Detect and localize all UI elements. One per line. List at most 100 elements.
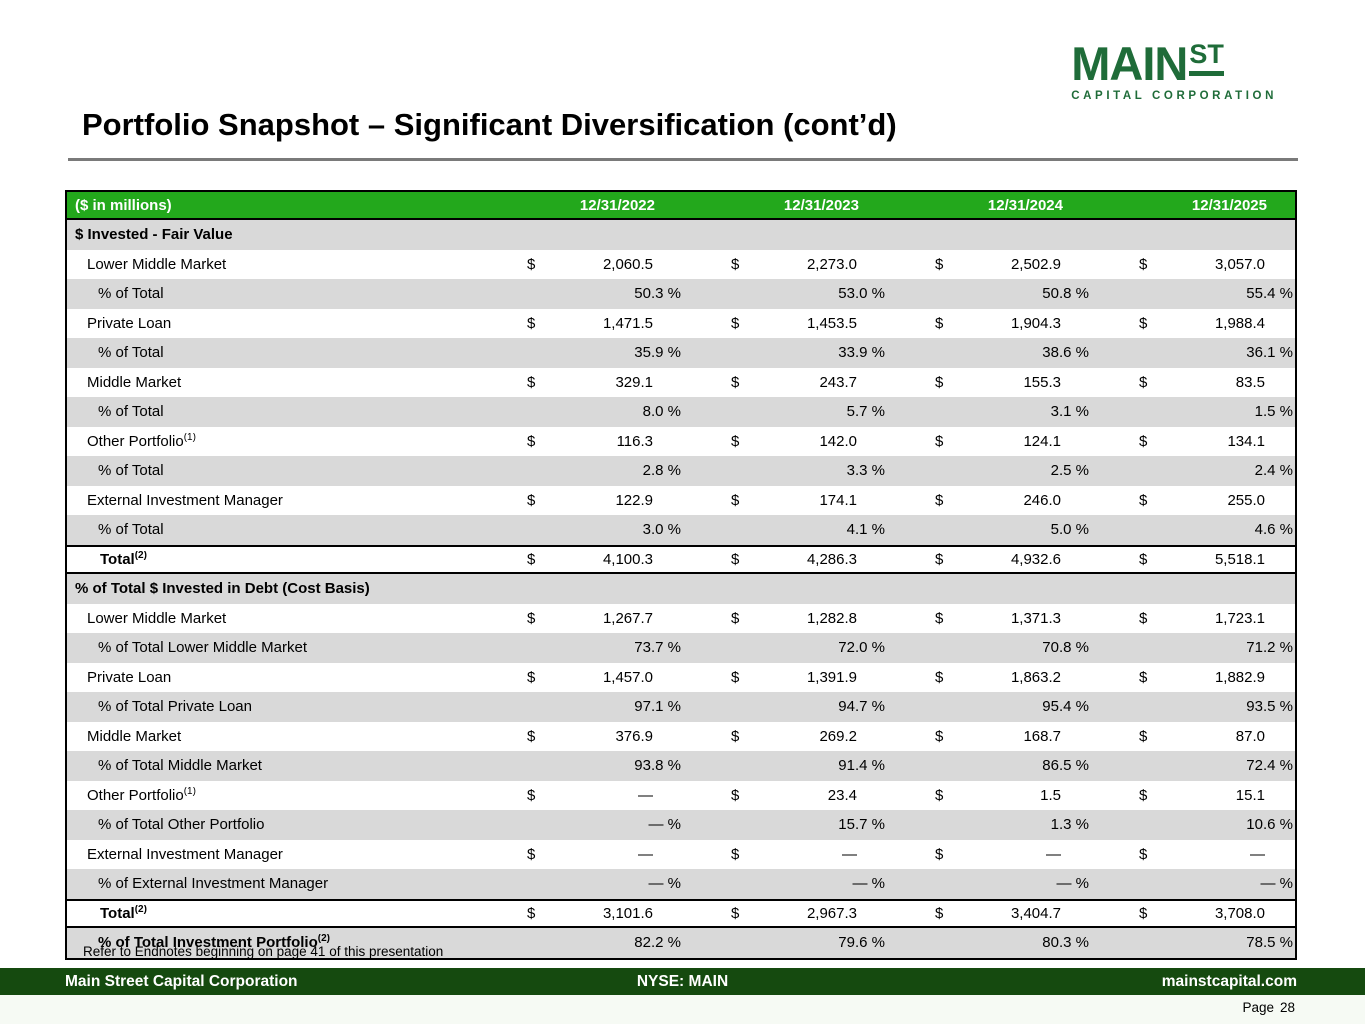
percent-value-cell: 73.7 %	[634, 639, 681, 657]
percent-value-cell: 33.9 %	[838, 344, 885, 362]
dollar-value-cell: $155.3	[891, 374, 1095, 391]
dollar-sign: $	[935, 255, 944, 273]
table-row: % of Total Lower Middle Market 73.7 % 72.0…	[67, 633, 1295, 663]
dollar-value-cell: $1,371.3	[891, 610, 1095, 627]
percent-value-cell: 35.9 %	[634, 344, 681, 362]
dollar-sign: $	[731, 314, 740, 332]
value-text: 376.9	[615, 727, 653, 745]
value-text: 1,988.4	[1214, 314, 1265, 332]
value-text: 255.0	[1227, 491, 1265, 509]
dollar-value-cell: $5,518.1	[1095, 551, 1299, 568]
dollar-value-cell: $1,391.9	[687, 669, 891, 686]
row-label: Total(2)	[100, 904, 147, 922]
row-label: Middle Market	[87, 373, 182, 391]
value-text: 168.7	[1023, 727, 1061, 745]
value-text: 243.7	[819, 373, 857, 391]
dollar-value-cell: $376.9	[483, 728, 687, 745]
footer-bar: Main Street Capital Corporation NYSE: MA…	[0, 968, 1365, 995]
percent-value-cell: 53.0 %	[838, 285, 885, 303]
percent-value-cell: 79.6 %	[838, 934, 885, 952]
percent-value-cell: 1.3 %	[1050, 816, 1089, 834]
dollar-sign: $	[527, 609, 536, 627]
row-label: % of Total Private Loan	[98, 698, 252, 716]
dollar-value-cell: $122.9	[483, 492, 687, 509]
dollar-sign: $	[935, 609, 944, 627]
dollar-value-cell: $329.1	[483, 374, 687, 391]
value-text: 15.1	[1235, 786, 1265, 804]
table-row: Private Loan $1,457.0 $1,391.9 $1,863.2 $1,8…	[67, 662, 1295, 692]
percent-value-cell: 78.5 %	[1246, 934, 1293, 952]
value-text: 1,391.9	[806, 668, 857, 686]
section-header-row: $ Invested - Fair Value	[67, 220, 1295, 250]
percent-value-cell: 38.6 %	[1042, 344, 1089, 362]
dollar-sign: $	[935, 904, 944, 922]
dollar-value-cell: $2,502.9	[891, 256, 1095, 273]
column-header-12-31-2025: 12/31/2025	[1191, 196, 1267, 214]
value-text: 329.1	[615, 373, 653, 391]
page-title: Portfolio Snapshot – Significant Diversi…	[82, 107, 897, 142]
percent-value-cell: 97.1 %	[634, 698, 681, 716]
value-text: 246.0	[1023, 491, 1061, 509]
dollar-sign: $	[935, 314, 944, 332]
row-label: Middle Market	[87, 727, 182, 745]
value-text: 83.5	[1235, 373, 1265, 391]
dollar-sign: $	[527, 904, 536, 922]
row-label: Lower Middle Market	[87, 255, 227, 273]
dollar-value-cell: $124.1	[891, 433, 1095, 450]
dollar-sign: $	[1139, 786, 1148, 804]
dollar-sign: $	[527, 255, 536, 273]
dollar-value-cell: $116.3	[483, 433, 687, 450]
row-label: External Investment Manager	[87, 491, 283, 509]
dollar-sign: $	[1139, 727, 1148, 745]
row-label: Private Loan	[87, 668, 172, 686]
value-text: 2,060.5	[602, 255, 653, 273]
dollar-sign: $	[1139, 550, 1148, 568]
dollar-value-cell: $23.4	[687, 787, 891, 804]
percent-value-cell: 2.8 %	[642, 462, 681, 480]
dollar-value-cell: $243.7	[687, 374, 891, 391]
value-text: 142.0	[819, 432, 857, 450]
value-text: 155.3	[1023, 373, 1061, 391]
table-row: % of External Investment Manager — % — % — …	[67, 869, 1295, 899]
dollar-sign: $	[935, 845, 944, 863]
dollar-sign: $	[527, 373, 536, 391]
dollar-value-cell: $269.2	[687, 728, 891, 745]
percent-value-cell: 72.0 %	[838, 639, 885, 657]
row-label: % of External Investment Manager	[98, 875, 329, 893]
table-row: Middle Market $376.9 $269.2 $168.7 $87.0	[67, 721, 1295, 751]
dollar-value-cell: $87.0	[1095, 728, 1299, 745]
dollar-sign: $	[527, 432, 536, 450]
dollar-value-cell: $174.1	[687, 492, 891, 509]
percent-value-cell: 4.1 %	[846, 521, 885, 539]
dollar-sign: $	[1139, 845, 1148, 863]
row-label: % of Total	[98, 462, 164, 480]
value-text: 1,371.3	[1010, 609, 1061, 627]
dollar-value-cell: $3,404.7	[891, 905, 1095, 922]
percent-value-cell: 55.4 %	[1246, 285, 1293, 303]
percent-value-cell: 3.0 %	[642, 521, 681, 539]
page-number-label: Page	[1242, 1000, 1274, 1015]
column-header-12-31-2024: 12/31/2024	[987, 196, 1063, 214]
value-text: 1,863.2	[1010, 668, 1061, 686]
value-text: 23.4	[827, 786, 857, 804]
endnote-reference: Refer to Endnotes beginning on page 41 o…	[83, 944, 444, 959]
percent-value-cell: 2.4 %	[1254, 462, 1293, 480]
company-logo: MAIN ST CAPITAL CORPORATION	[1071, 40, 1277, 102]
dollar-value-cell: $15.1	[1095, 787, 1299, 804]
table-unit-label: ($ in millions)	[75, 196, 172, 214]
dollar-sign: $	[527, 845, 536, 863]
percent-value-cell: 71.2 %	[1246, 639, 1293, 657]
dollar-value-cell: $2,060.5	[483, 256, 687, 273]
percent-value-cell: 2.5 %	[1050, 462, 1089, 480]
dollar-sign: $	[731, 491, 740, 509]
dollar-value-cell: $1,267.7	[483, 610, 687, 627]
dollar-value-cell: $134.1	[1095, 433, 1299, 450]
table-row: Lower Middle Market $2,060.5 $2,273.0 $2,50…	[67, 249, 1295, 279]
dollar-sign: $	[731, 609, 740, 627]
dollar-value-cell: $142.0	[687, 433, 891, 450]
dollar-sign: $	[527, 786, 536, 804]
percent-value-cell: 80.3 %	[1042, 934, 1089, 952]
row-label: Lower Middle Market	[87, 609, 227, 627]
dollar-value-cell: $2,967.3	[687, 905, 891, 922]
